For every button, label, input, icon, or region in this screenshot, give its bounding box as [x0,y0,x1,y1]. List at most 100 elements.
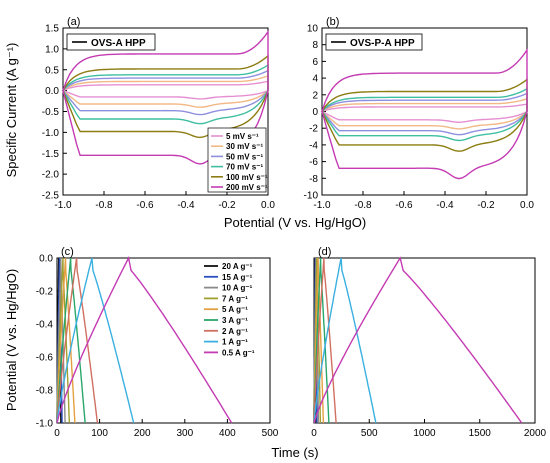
x-tick-label: -1.0 [313,200,331,211]
x-tick-label: 0 [311,428,317,439]
x-tick-label: -0.4 [436,200,454,211]
y-tick-label: 10 [307,24,319,35]
gcd-curve-9 [56,255,233,424]
y-tick-label: -0.2 [36,287,54,298]
cv-curve-6 [62,29,269,165]
cv-curve-2 [320,97,528,130]
gcd-curve-9 [313,256,523,424]
x-tick-label: 0.0 [520,200,534,211]
y-tick-label: -2.5 [42,191,60,202]
gcd-curve-6 [56,257,86,424]
legend-label: 3 A g⁻¹ [222,316,248,325]
x-tick-label: -0.4 [177,200,195,211]
x-tick-label: 500 [361,428,378,439]
gcd-curve-8 [56,257,135,424]
x-axis-title-top: Potential (V vs. Hg/HgO) [224,215,366,230]
y-tick-label: -1.0 [36,419,54,430]
y-tick-label: -0.5 [42,107,60,118]
legend-label: 70 mV s⁻¹ [226,163,263,172]
title-legend-text: OVS-P-A HPP [350,38,415,49]
panel-label: (c) [61,246,74,258]
legend-label: 5 A g⁻¹ [222,305,248,314]
legend-label: 50 mV s⁻¹ [226,152,263,161]
gcd-curve-8 [313,257,377,424]
y-tick-label: -6 [309,157,318,168]
y-tick-label: 0 [312,107,318,118]
cv-curve-4 [62,63,269,125]
y-tick-label: -10 [304,191,319,202]
y-tick-label: -1.0 [42,128,60,139]
title-legend-box [66,33,156,51]
gcd-curve-7 [313,257,337,424]
gcd-curve-3 [56,257,66,424]
x-tick-label: -0.8 [95,200,113,211]
x-tick-label: -0.2 [477,200,495,211]
legend-label: 10 A g⁻¹ [222,284,253,293]
y-axis-title-bottom: Potential (V vs. Hg/HgO) [4,269,19,411]
x-tick-label: 1500 [469,428,492,439]
y-tick-label: -2 [309,124,318,135]
cv-curve-4 [321,87,528,142]
y-tick-label: 0.0 [45,86,59,97]
cv-curve-2 [61,74,269,108]
x-tick-label: 1000 [413,428,436,439]
y-tick-label: 6 [312,57,318,68]
legend-label: 5 mV s⁻¹ [226,132,259,141]
panel-2: 0 100 200 300 400 500 -1.0 -0.8 -0.6 -0.4 -0.2 0.0 (… [36,246,279,439]
x-tick-label: 2000 [524,428,547,439]
panel-3: 0 500 1000 1500 2000 (d) [311,246,546,439]
legend-label: 200 mV s⁻¹ [226,183,268,192]
cv-curve-1 [320,103,528,124]
y-tick-label: -0.4 [36,320,54,331]
y-tick-label: -8 [309,174,318,185]
y-tick-label: -2.0 [42,170,60,181]
x-tick-label: 0.0 [261,200,275,211]
y-tick-label: -1.5 [42,149,60,160]
y-tick-label: 0.0 [39,254,53,265]
panel-label: (d) [318,246,331,258]
legend-label: 2 A g⁻¹ [222,327,248,336]
x-tick-label: -1.0 [54,200,72,211]
panels: -1.0 -0.8 -0.6 -0.4 -0.2 0.0-2.5-2.0-1.5-1.0-… [36,16,547,439]
y-tick-label: 1.0 [45,44,59,55]
cv-curve-6 [321,47,528,180]
x-tick-label: -0.8 [354,200,372,211]
x-tick-label: 100 [91,428,108,439]
legend-label: 100 mV s⁻¹ [226,173,268,182]
x-tick-label: 200 [134,428,151,439]
gcd-curve-7 [56,257,99,424]
panel-label: (a) [67,16,80,28]
y-tick-label: 8 [312,40,318,51]
title-legend-text: OVS-A HPP [91,38,146,49]
y-tick-label: -0.8 [36,386,54,397]
title-legend-box [325,33,423,51]
x-tick-label: 0 [54,428,60,439]
cv-curve-1 [61,80,269,100]
legend-label: 15 A g⁻¹ [222,273,253,282]
x-tick-label: 400 [219,428,236,439]
cv-curve-3 [321,92,528,136]
plot-frame [321,27,528,196]
gcd-curve-6 [313,257,330,424]
panel-1: -1.0 -0.8 -0.6 -0.4 -0.2 0.0 -10 -8 -6 -4 -2 0 2 4 6 8 1… [304,16,535,211]
y-tick-label: 0.5 [45,65,59,76]
x-tick-label: -0.6 [136,200,154,211]
x-tick-label: 500 [262,428,279,439]
legend-label: 20 A g⁻¹ [222,262,253,271]
x-tick-label: -0.6 [395,200,413,211]
y-axis-title-top: Specific Current (A g⁻¹) [4,43,19,178]
legend-label: 30 mV s⁻¹ [226,142,263,151]
legend-label: 7 A g⁻¹ [222,294,248,303]
legend-box [207,127,267,193]
y-tick-label: -4 [309,140,318,151]
legend-label: 0.5 A g⁻¹ [222,348,255,357]
legend-label: 1 A g⁻¹ [222,338,248,347]
y-tick-label: 2 [312,90,318,101]
x-tick-label: -0.2 [218,200,236,211]
y-tick-label: -0.6 [36,353,54,364]
x-tick-label: 300 [176,428,193,439]
gcd-curve-5 [56,257,76,424]
y-tick-label: 1.5 [45,24,59,35]
cv-curve-3 [62,69,269,116]
